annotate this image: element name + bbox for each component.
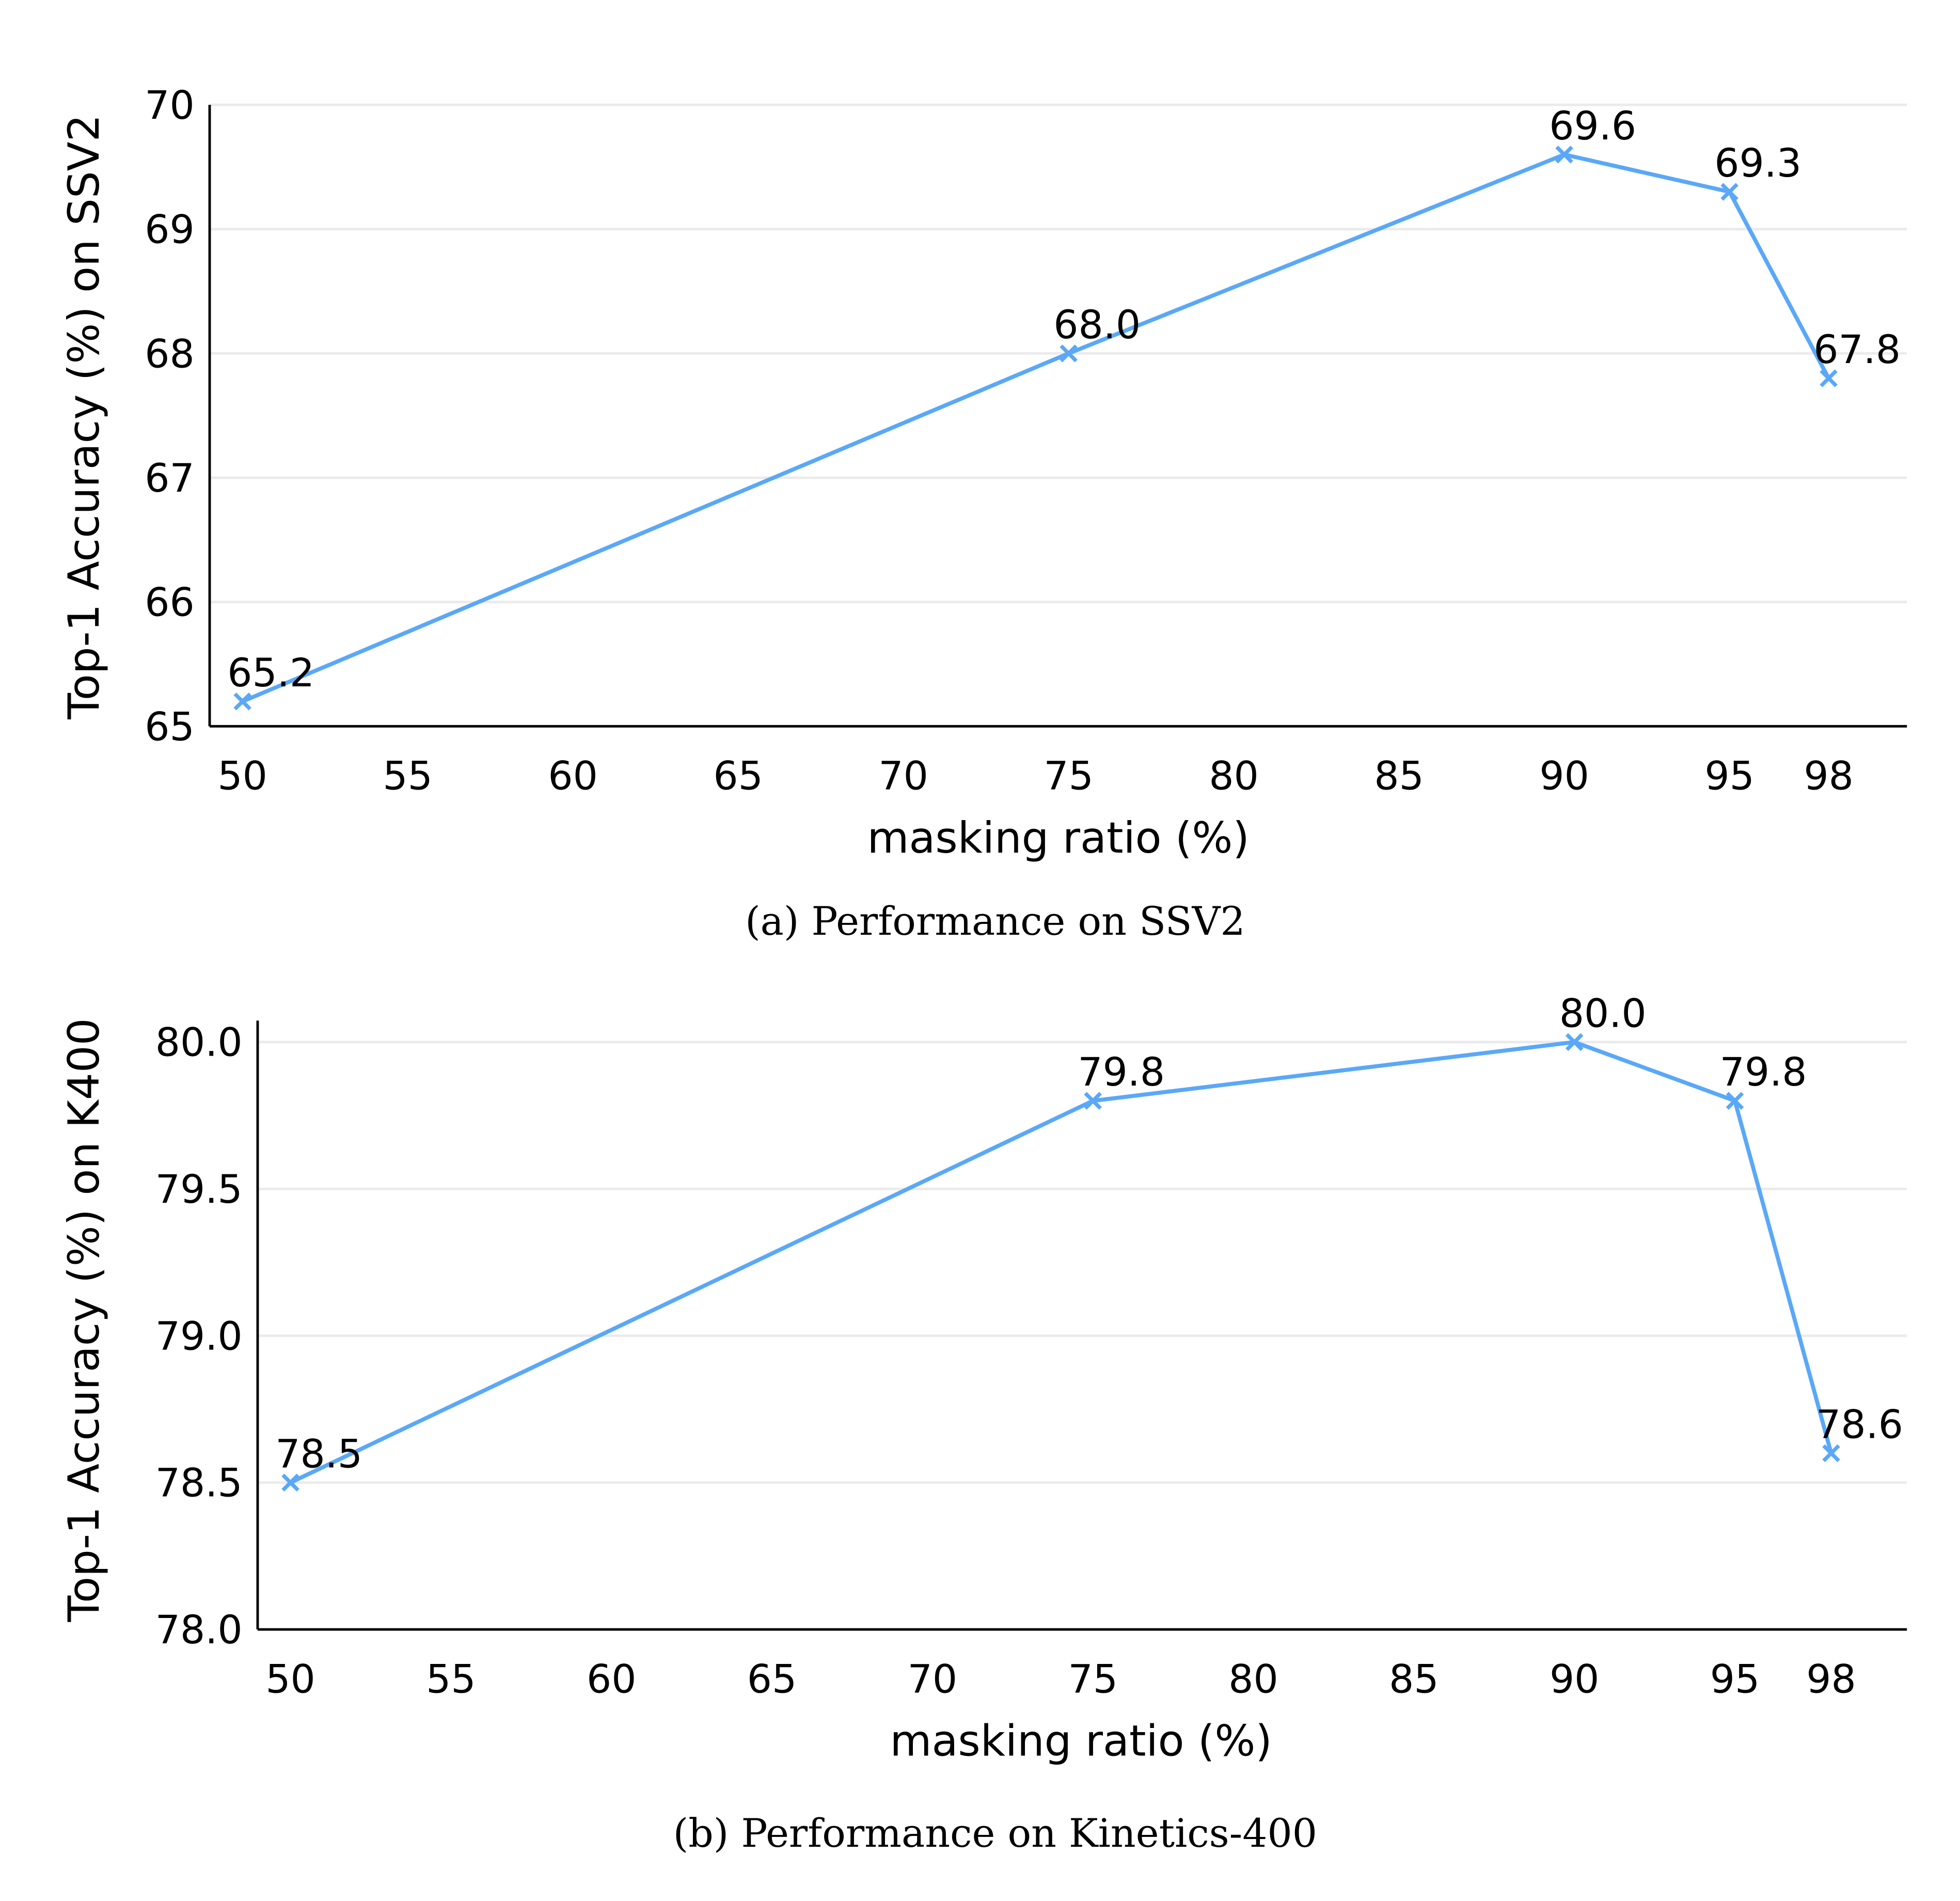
series-line — [289, 1040, 1833, 1485]
data-point-marker — [1820, 369, 1838, 387]
y-tick-label: 79.5 — [155, 1167, 243, 1212]
y-tick-label: 68 — [145, 331, 194, 376]
x-axis-label: masking ratio (%) — [867, 813, 1249, 863]
x-tick-label: 85 — [1374, 753, 1424, 799]
data-point-marker — [1565, 1033, 1584, 1051]
x-tick-label: 75 — [1044, 753, 1093, 799]
data-point-marker — [1555, 146, 1573, 164]
data-label: 80.0 — [1559, 991, 1647, 1036]
y-tick-label: 70 — [145, 83, 194, 128]
x-tick-label: 55 — [383, 753, 432, 799]
x-tick-label: 95 — [1710, 1656, 1760, 1702]
x-tick-label: 55 — [426, 1656, 476, 1702]
x-tick-label: 90 — [1539, 753, 1589, 799]
y-tick-label: 69 — [145, 207, 194, 253]
y-tick-label: 80.0 — [155, 1020, 243, 1065]
x-axis-label: masking ratio (%) — [890, 1716, 1272, 1766]
x-tick-label: 80 — [1228, 1656, 1278, 1702]
y-tick-label: 78.5 — [155, 1460, 243, 1506]
x-tick-label: 70 — [908, 1656, 957, 1702]
data-label: 69.6 — [1549, 103, 1636, 149]
y-axis-label: Top-1 Accuracy (%) on SSV2 — [59, 115, 109, 720]
data-point-marker — [281, 1473, 299, 1492]
x-tick-label: 50 — [265, 1656, 315, 1702]
x-tick-label: 80 — [1209, 753, 1258, 799]
x-tick-label: 70 — [878, 753, 928, 799]
data-label: 79.8 — [1078, 1049, 1165, 1095]
chart-k400: Top-1 Accuracy (%) on K400 masking ratio… — [59, 991, 1907, 1856]
x-tick-label: 50 — [217, 753, 267, 799]
x-tick-label: 90 — [1550, 1656, 1599, 1702]
x-tick-label: 60 — [587, 1656, 636, 1702]
y-tick-label: 66 — [145, 580, 194, 625]
x-tick-label: 98 — [1804, 753, 1853, 799]
x-tick-label: 95 — [1704, 753, 1754, 799]
y-axis-label: Top-1 Accuracy (%) on K400 — [59, 1018, 109, 1622]
data-label: 79.8 — [1720, 1049, 1807, 1095]
caption: (b) Performance on Kinetics-400 — [673, 1811, 1317, 1856]
data-label: 69.3 — [1714, 140, 1801, 186]
y-tick-label: 78.0 — [155, 1607, 243, 1653]
chart-ssv2: Top-1 Accuracy (%) on SSV2 masking ratio… — [59, 83, 1907, 944]
y-tick-label: 67 — [145, 455, 194, 501]
series-line — [242, 152, 1831, 703]
data-point-marker — [1720, 183, 1738, 201]
y-tick-label: 79.0 — [155, 1313, 243, 1359]
x-tick-label: 98 — [1806, 1656, 1856, 1702]
x-tick-label: 65 — [747, 1656, 797, 1702]
x-tick-label: 60 — [548, 753, 597, 799]
caption: (a) Performance on SSV2 — [745, 899, 1245, 944]
x-tick-label: 75 — [1068, 1656, 1117, 1702]
x-tick-label: 85 — [1389, 1656, 1439, 1702]
x-tick-label: 65 — [713, 753, 763, 799]
data-label: 68.0 — [1053, 302, 1141, 348]
data-label: 78.5 — [275, 1431, 362, 1476]
data-point-marker — [1726, 1092, 1744, 1110]
data-point-marker — [1084, 1092, 1102, 1110]
data-label: 78.6 — [1816, 1402, 1903, 1448]
data-label: 67.8 — [1813, 327, 1901, 372]
data-label: 65.2 — [227, 650, 314, 696]
data-point-marker — [1060, 344, 1078, 363]
data-point-marker — [233, 692, 251, 711]
data-point-marker — [1822, 1444, 1840, 1463]
y-tick-label: 65 — [145, 704, 194, 749]
